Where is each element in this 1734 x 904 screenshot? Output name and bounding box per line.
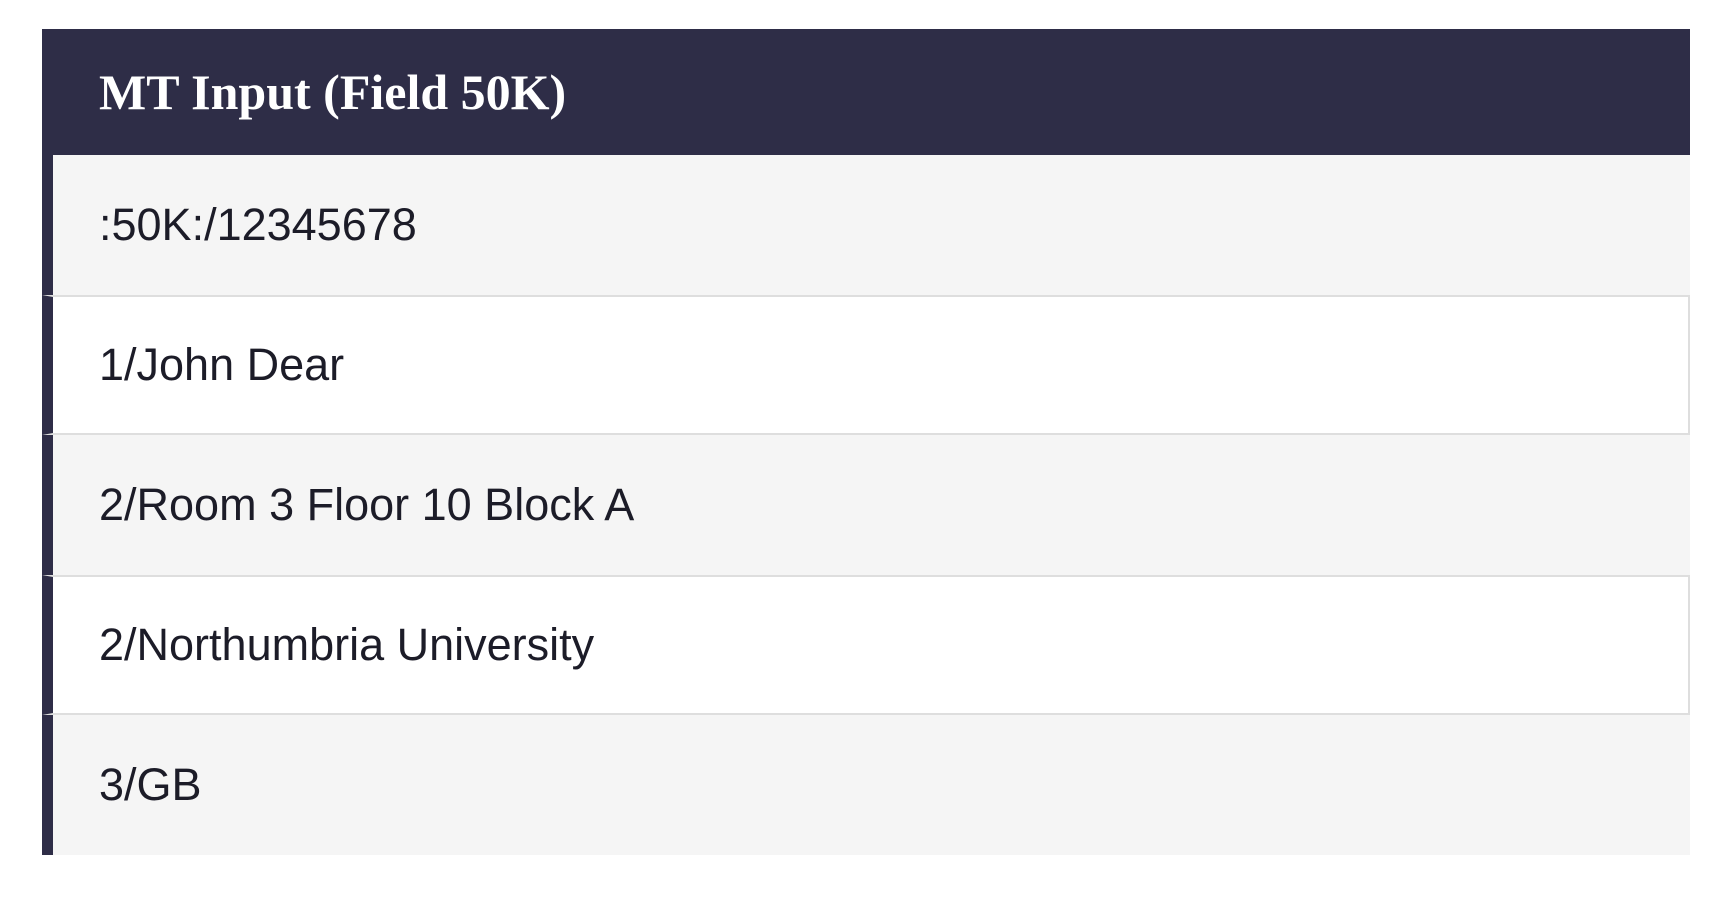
table-row: 2/Northumbria University <box>42 575 1690 715</box>
table-body: :50K:/12345678 1/John Dear 2/Room 3 Floor … <box>42 155 1690 855</box>
table-row: :50K:/12345678 <box>42 155 1690 295</box>
table-row: 1/John Dear <box>42 295 1690 435</box>
table-header: MT Input (Field 50K) <box>42 29 1690 155</box>
table-row: 3/GB <box>42 715 1690 855</box>
table-row: 2/Room 3 Floor 10 Block A <box>42 435 1690 575</box>
field-table: MT Input (Field 50K) :50K:/12345678 1/Joh… <box>42 29 1690 855</box>
